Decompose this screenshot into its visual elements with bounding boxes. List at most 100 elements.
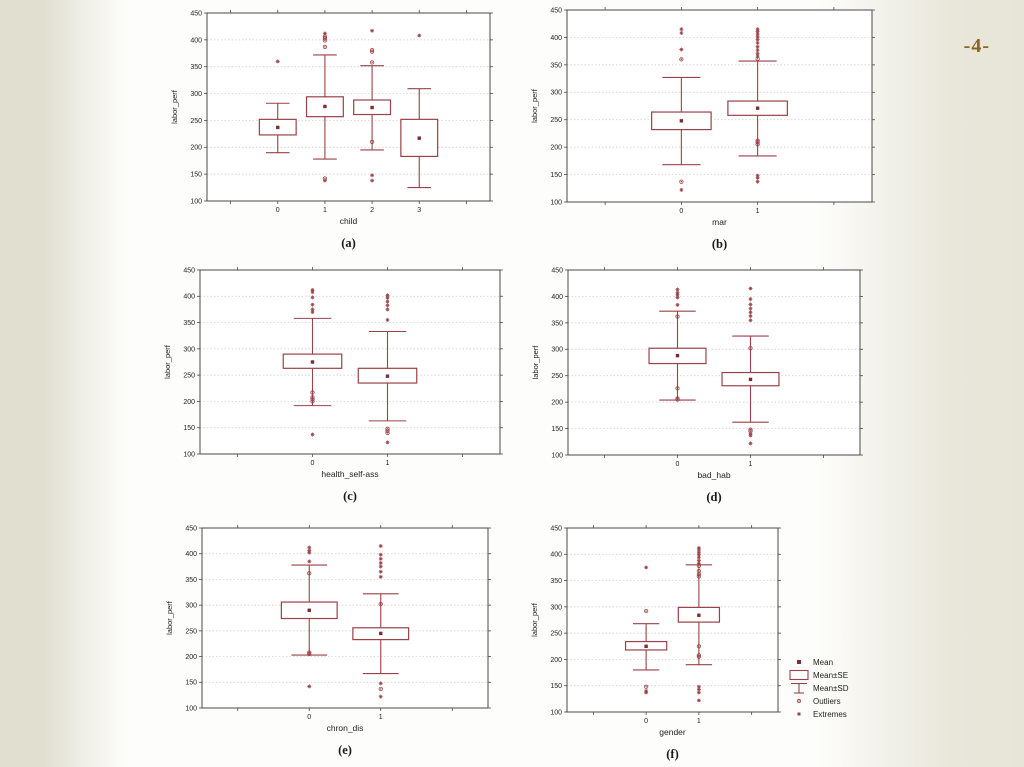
x-axis-label: chron_dis <box>327 723 364 733</box>
outlier-marker <box>698 645 700 647</box>
outlier-marker <box>676 398 679 401</box>
outlier-marker <box>371 141 373 143</box>
extreme-marker <box>696 550 701 555</box>
y-tick-label: 100 <box>550 709 562 716</box>
mean-marker <box>370 105 374 110</box>
outlier-marker <box>696 644 701 649</box>
y-tick-label: 300 <box>550 604 562 611</box>
y-tick-label: 300 <box>550 90 562 97</box>
legend-item-label: Outliers <box>813 697 841 706</box>
y-tick-label: 450 <box>551 267 563 274</box>
plot-frame <box>199 269 501 455</box>
box-group-1 <box>721 286 780 446</box>
extreme-marker <box>370 28 375 33</box>
extreme-marker <box>275 59 280 64</box>
legend: Mean Mean±SE Mean±SD Outliers Extremes <box>789 658 849 719</box>
extreme-marker <box>378 574 383 579</box>
x-tick-label: 0 <box>307 714 311 721</box>
y-axis-label: labor_perf <box>530 602 539 637</box>
extreme-marker <box>378 681 383 686</box>
extreme-marker <box>679 47 684 52</box>
box-group-1 <box>305 31 344 183</box>
outlier-marker <box>679 57 684 62</box>
legend-se-box <box>789 669 809 681</box>
y-tick-label: 450 <box>550 7 562 14</box>
extreme-marker <box>385 440 390 445</box>
box-group-0 <box>282 287 343 437</box>
plot-area <box>567 528 778 712</box>
outlier-marker <box>311 391 314 394</box>
y-tick-label: 450 <box>185 525 197 532</box>
extreme-marker <box>748 318 753 323</box>
x-axis-label: gender <box>659 727 686 737</box>
extreme-marker <box>679 27 684 32</box>
extreme-marker <box>675 290 680 295</box>
panel-caption: (a) <box>341 236 356 250</box>
boxplot-panel-c: 100 150 200 250 300 350 400 450 0 1 health_self-as… <box>133 256 510 514</box>
y-tick-label: 250 <box>185 628 197 635</box>
extreme-marker <box>696 558 701 563</box>
extreme-marker <box>696 555 701 560</box>
x-tick-label: 1 <box>323 207 327 214</box>
y-axis-label: labor_perf <box>163 344 172 379</box>
outlier-marker <box>796 698 802 704</box>
outlier-marker <box>676 315 679 318</box>
y-tick-label: 300 <box>183 346 195 353</box>
extreme-marker <box>755 29 760 34</box>
extreme-marker <box>755 27 760 32</box>
plot-area <box>200 270 500 454</box>
extreme-marker <box>748 433 753 438</box>
outlier-marker <box>756 58 759 60</box>
y-tick-label: 400 <box>190 37 202 44</box>
extreme-marker <box>696 684 701 689</box>
mean-marker <box>417 136 421 140</box>
page-number: -4- <box>963 35 990 57</box>
x-tick-label: 0 <box>679 208 683 215</box>
extreme-marker <box>755 179 760 184</box>
y-tick-label: 250 <box>550 631 562 638</box>
outlier-marker <box>675 314 680 319</box>
boxplot-panel-f: 100 150 200 250 300 350 400 450 0 1 gender labor_pe… <box>505 514 885 767</box>
outlier-marker <box>371 49 373 51</box>
extreme-marker <box>755 37 760 42</box>
mean-marker <box>379 631 383 636</box>
extreme-marker <box>310 432 315 437</box>
box-group-0 <box>258 59 297 154</box>
extreme-marker <box>748 302 753 307</box>
extreme-marker <box>696 552 701 557</box>
box-group-0 <box>280 545 338 689</box>
extreme-marker <box>307 548 312 553</box>
extreme-marker <box>322 178 327 183</box>
extreme-marker <box>696 698 701 703</box>
panel-caption: (c) <box>343 489 357 503</box>
plot-frame <box>566 9 873 203</box>
legend-mean-marker <box>797 660 801 664</box>
outlier-marker <box>645 686 647 688</box>
y-tick-label: 350 <box>551 320 563 327</box>
x-tick-label: 1 <box>697 718 701 725</box>
extreme-marker <box>385 307 390 312</box>
outlier-marker <box>696 654 701 659</box>
outlier-marker <box>380 688 382 690</box>
extreme-marker <box>755 34 760 39</box>
legend-item-label: Mean±SD <box>813 684 849 693</box>
outlier-marker <box>386 432 389 434</box>
outlier-marker <box>310 390 315 395</box>
outlier-marker <box>696 574 701 579</box>
extreme-marker <box>644 565 649 570</box>
extreme-marker <box>797 712 801 716</box>
plot-frame <box>567 269 861 456</box>
x-axis-label: bad_hab <box>697 470 730 480</box>
outlier-marker <box>311 400 314 403</box>
mean-marker <box>679 119 684 123</box>
outlier-marker <box>756 143 759 146</box>
outlier-marker <box>698 565 700 567</box>
extreme-marker <box>417 33 422 38</box>
boxplot-chart: 100 150 200 250 300 350 400 450 0 1 chron_dis labor… <box>165 525 491 757</box>
extreme-marker <box>644 690 649 695</box>
extreme-marker <box>755 51 760 56</box>
extreme-marker <box>696 687 701 692</box>
extreme-marker <box>755 173 760 178</box>
box-group-1 <box>357 293 418 445</box>
extreme-marker <box>385 295 390 300</box>
